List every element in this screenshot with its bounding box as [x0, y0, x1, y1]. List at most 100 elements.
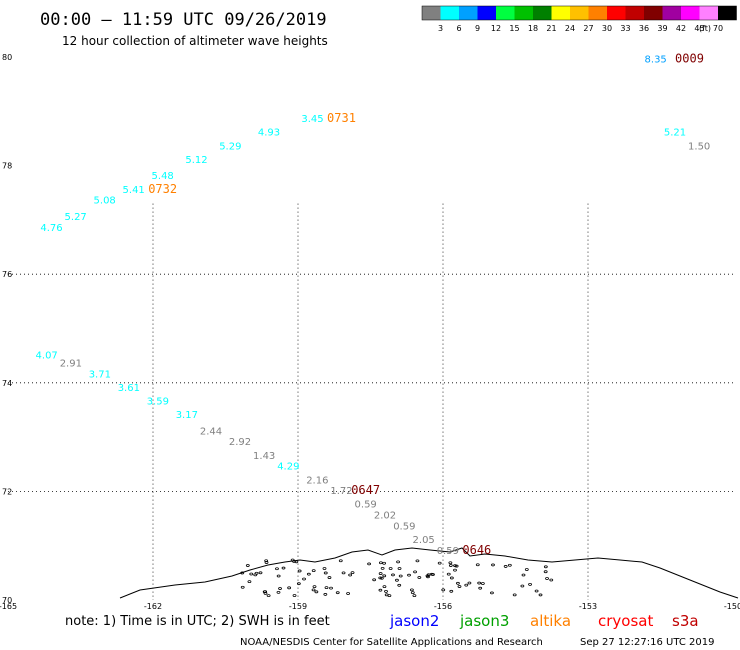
lake-outline: [314, 590, 319, 594]
lake-outline: [395, 578, 399, 582]
legend-bin-label: 36: [639, 24, 649, 33]
legend-swatch: [607, 6, 626, 20]
lake-outline: [290, 558, 295, 562]
lake-outline: [512, 593, 517, 597]
legend-bin-label: 30: [602, 24, 612, 33]
wave-height-label: 3.71: [89, 369, 111, 380]
y-tick-label: 78: [2, 162, 12, 171]
lake-outline: [382, 561, 387, 565]
legend-swatch: [625, 6, 644, 20]
legend-swatch: [422, 6, 441, 20]
y-tick-label: 80: [2, 53, 12, 62]
graticule: [8, 203, 733, 600]
lake-outline: [453, 568, 457, 572]
legend-swatch: [662, 6, 681, 20]
lake-outline: [417, 576, 422, 579]
wave-height-label: 3.45: [301, 114, 323, 125]
pass-time-label: 0646: [462, 543, 491, 557]
legend-swatch: [551, 6, 570, 20]
lake-outline: [311, 569, 316, 573]
lake-outline: [322, 567, 327, 570]
lake-outline: [446, 572, 451, 576]
lake-outline: [545, 577, 549, 580]
lake-outline: [329, 586, 333, 590]
x-tick-label: -153: [579, 602, 597, 611]
lake-outline: [276, 590, 281, 594]
satellite-name: jason3: [459, 612, 509, 630]
lake-outline: [457, 585, 462, 588]
lake-outline: [275, 567, 279, 571]
legend-swatch: [644, 6, 663, 20]
satellite-key: jason2 jason3 altika cryosat s3a: [389, 612, 699, 630]
legend-bin-label: 3: [438, 24, 443, 33]
legend-swatch: [718, 6, 737, 20]
wave-height-label: 4.29: [277, 462, 299, 473]
lake-outline: [480, 582, 485, 585]
legend-swatch: [588, 6, 607, 20]
alaska-coastline: [119, 547, 739, 599]
satellite-name: altika: [530, 612, 571, 630]
lake-outline: [276, 574, 281, 578]
wave-height-label: 3.59: [147, 397, 169, 408]
lake-outline: [448, 564, 453, 567]
y-tick-label: 70: [2, 596, 12, 605]
lake-outline: [449, 589, 454, 593]
lake-outline: [475, 563, 480, 567]
lake-outline: [454, 564, 459, 568]
lake-outline: [296, 582, 301, 586]
wave-height-label: 0.59: [355, 500, 377, 511]
lake-outline: [338, 559, 343, 563]
lake-outline: [448, 561, 453, 565]
x-tick-label: -165: [0, 602, 17, 611]
lake-outline: [478, 586, 483, 590]
lake-outline: [410, 591, 415, 595]
wave-height-label: 5.12: [185, 155, 207, 166]
wave-height-label: 2.44: [200, 426, 222, 437]
wave-height-label: 4.76: [40, 223, 62, 234]
wave-height-label: 2.05: [413, 535, 435, 546]
legend-swatch: [533, 6, 552, 20]
lake-outline: [287, 586, 292, 590]
wave-height-label: 0.59: [437, 546, 459, 557]
wave-height-label: 5.27: [65, 212, 87, 223]
lake-outline: [528, 583, 532, 586]
legend-bin-label: 45: [694, 24, 704, 33]
legend-bin-label: 6: [456, 24, 461, 33]
legend-border: [421, 5, 737, 21]
wave-height-label: 2.02: [374, 511, 396, 522]
color-legend: 3 6 9 12 15 18 21 24 27 30 33 36 39 42 45 70: [421, 5, 737, 33]
lake-outline: [380, 566, 385, 570]
pass-time-label: 0009: [675, 51, 704, 65]
lake-outline: [262, 590, 267, 594]
lake-outline: [240, 571, 245, 575]
lake-outline: [266, 594, 271, 598]
lake-outline: [378, 572, 383, 575]
lake-outline: [297, 569, 302, 573]
pass-time-label: 0731: [327, 111, 356, 125]
lake-outline: [327, 576, 332, 579]
lake-outline: [491, 563, 495, 567]
lake-outline: [456, 581, 460, 585]
chart-title: 00:00 – 11:59 UTC 09/26/2019: [40, 10, 327, 30]
lake-outline: [311, 588, 316, 592]
lake-outline: [264, 561, 269, 564]
legend-bin-label: 21: [546, 24, 556, 33]
legend-swatch: [477, 6, 496, 20]
legend-swatch: [570, 6, 589, 20]
legend-bin-label: 70: [713, 24, 723, 33]
lake-outline: [543, 565, 548, 569]
lake-outline: [367, 562, 371, 566]
legend-swatch: [496, 6, 515, 20]
legend-swatch: [514, 6, 533, 20]
legend-swatch: [699, 6, 718, 20]
footer-note: note: 1) Time is in UTC; 2) SWH is in fe…: [65, 614, 330, 629]
lake-outline: [413, 570, 417, 574]
legend-bin-label: 24: [565, 24, 575, 33]
lake-outline: [437, 561, 442, 565]
lake-outline: [503, 565, 508, 568]
legend-bin-label: 18: [528, 24, 538, 33]
legend-swatch: [681, 6, 700, 20]
lake-outline: [249, 572, 254, 576]
y-tick-label: 72: [2, 487, 12, 496]
legend-bin-label: 33: [620, 24, 630, 33]
